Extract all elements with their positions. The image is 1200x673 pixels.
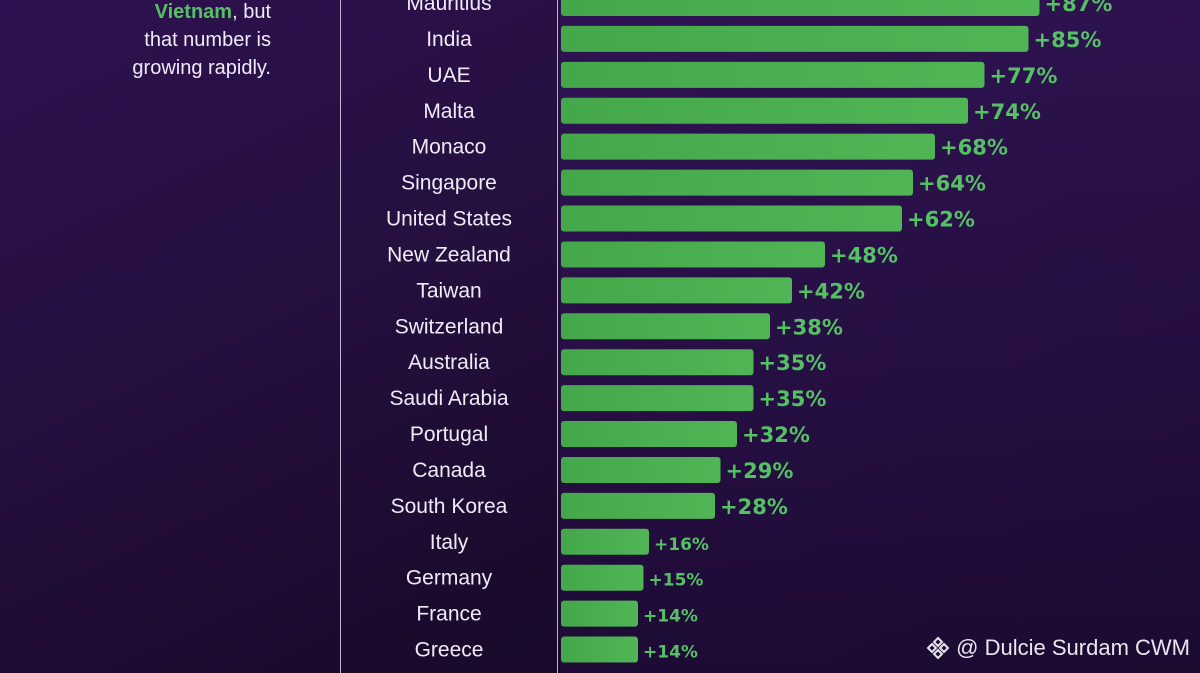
value-label: +87% [1045, 0, 1113, 16]
category-label: United States [386, 208, 512, 231]
bar [561, 600, 638, 627]
bar [561, 313, 770, 340]
diamond-logo-icon [926, 636, 950, 660]
bar [561, 528, 649, 555]
value-label: +28% [720, 495, 788, 519]
category-label: Taiwan [416, 279, 481, 302]
value-label: +74% [973, 100, 1041, 124]
category-label: France [416, 603, 481, 626]
bar [561, 636, 638, 663]
bar [561, 169, 913, 196]
category-label: India [426, 28, 472, 51]
value-label: +35% [759, 351, 827, 375]
category-label: New Zealand [387, 243, 511, 266]
category-label: Greece [415, 639, 484, 662]
intro-line-3: growing rapidly. [132, 57, 271, 79]
bar [561, 241, 825, 268]
value-label: +16% [654, 535, 709, 555]
bar [561, 25, 1029, 52]
intro-line-1: Vietnam, but [11, 0, 271, 26]
category-label: Mauritius [406, 0, 491, 15]
category-label: South Korea [391, 495, 508, 518]
axis-divider [557, 0, 558, 673]
value-label: +15% [649, 571, 704, 591]
bar [561, 349, 754, 376]
value-label: +64% [918, 172, 986, 196]
value-label: +32% [742, 423, 810, 447]
bar [561, 385, 754, 412]
bar [561, 421, 737, 448]
watermark-text: @ Dulcie Surdam CWM [956, 635, 1190, 660]
value-label: +48% [830, 243, 898, 267]
value-label: +62% [907, 208, 975, 232]
highlight-country: Vietnam [154, 1, 233, 23]
value-label: +14% [643, 643, 698, 663]
category-label: Portugal [410, 423, 488, 446]
bar [561, 0, 1040, 16]
category-label: Singapore [401, 172, 497, 195]
bar [561, 61, 985, 88]
left-divider [340, 0, 341, 673]
bar [561, 277, 792, 304]
intro-line-2: that number is [144, 29, 271, 51]
bar [561, 564, 644, 591]
value-label: +77% [990, 64, 1058, 88]
bar [561, 492, 715, 519]
value-label: +42% [797, 279, 865, 303]
value-label: +85% [1034, 28, 1102, 52]
category-label: Saudi Arabia [389, 387, 508, 410]
category-label: Canada [412, 459, 486, 482]
category-label: UAE [427, 64, 470, 87]
category-label: Italy [430, 531, 469, 554]
category-label: Monaco [412, 136, 487, 159]
watermark: @ Dulcie Surdam CWM [926, 635, 1190, 661]
category-label: Switzerland [395, 315, 504, 338]
intro-line-1-rest: , but [232, 1, 271, 23]
intro-text: Vietnam, but that number is growing rapi… [11, 0, 271, 82]
bar [561, 205, 902, 232]
value-label: +38% [775, 315, 843, 339]
bar [561, 456, 721, 483]
bar [561, 97, 968, 124]
value-label: +14% [643, 607, 698, 627]
bars-layer: Mauritius +87% India +85% UAE +77% Malta +74% Mo… [386, 0, 1112, 663]
value-label: +29% [726, 459, 794, 483]
category-label: Malta [423, 100, 475, 123]
category-label: Australia [408, 351, 490, 374]
value-label: +35% [759, 387, 827, 411]
category-label: Germany [406, 567, 493, 590]
bar [561, 133, 935, 160]
value-label: +68% [940, 136, 1008, 160]
